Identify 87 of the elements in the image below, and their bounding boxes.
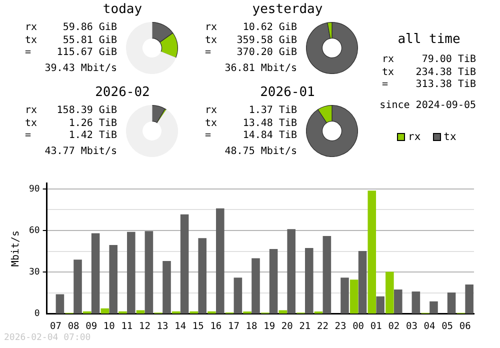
bar: [109, 245, 118, 314]
x-tick-label: 12: [139, 320, 150, 332]
text: rx 10.62 GiB: [205, 22, 297, 33]
bar: [127, 232, 136, 314]
text: = 313.38 TiB: [382, 79, 476, 90]
bar: [430, 301, 438, 314]
x-tick-label: 01: [370, 320, 382, 332]
x-tick-label: 19: [264, 320, 276, 332]
x-tick-label: 18: [246, 320, 258, 332]
bar: [394, 290, 402, 314]
text: tx 55.81 GiB: [25, 34, 117, 46]
chart-title: 2026-01: [259, 85, 316, 100]
bar: [252, 258, 260, 314]
text: tx 359.58 GiB: [205, 34, 297, 46]
x-tick-label: 08: [68, 320, 80, 332]
x-tick-label: 00: [352, 320, 364, 332]
bar: [358, 250, 367, 314]
bar: [91, 233, 100, 314]
bar: [162, 260, 171, 314]
text: tx 13.48 TiB: [205, 118, 297, 128]
x-tick-label: 07: [50, 320, 62, 332]
text: 36.81 Mbit/s: [224, 62, 297, 75]
x-tick-label: 10: [103, 320, 116, 332]
bar: [269, 249, 278, 314]
text: rx 59.86 GiB: [25, 22, 117, 33]
text: all time: [396, 32, 462, 47]
y-tick-label: 0: [34, 308, 40, 319]
text: = 1.42 TiB: [25, 130, 117, 141]
bar: [340, 278, 349, 314]
bar: [287, 229, 296, 314]
bar: [56, 294, 64, 314]
x-tick-label: 22: [316, 320, 328, 332]
x-tick-label: 20: [281, 320, 294, 332]
x-tick-label: 14: [174, 320, 186, 332]
x-tick-label: 05: [442, 320, 454, 332]
bar: [208, 311, 216, 314]
y-tick-label: 90: [28, 184, 40, 194]
chart-title: today: [102, 2, 144, 17]
text: tx 234.38 TiB: [382, 66, 476, 78]
x-tick-label: 09: [86, 320, 98, 332]
bar: [74, 260, 82, 314]
text: rx 1.37 TiB: [205, 105, 297, 116]
x-tick-label: 04: [424, 320, 436, 332]
chart-title: yesterday: [251, 2, 324, 17]
bar: [305, 248, 314, 314]
x-tick-label: 06: [459, 320, 472, 332]
x-tick-label: 02: [388, 320, 400, 332]
bar: [216, 208, 224, 314]
x-tick-label: 23: [334, 320, 346, 332]
bar: [118, 311, 127, 314]
text: 43.77 Mbit/s: [44, 146, 117, 158]
y-tick-label: 30: [28, 267, 40, 278]
y-tick-label: 60: [28, 226, 40, 236]
text: 39.43 Mbit/s: [44, 62, 117, 75]
text: since 2024-09-05: [380, 100, 476, 112]
text: 48.75 Mbit/s: [224, 146, 297, 158]
bar: [447, 292, 456, 314]
y-axis-title: Mbit/s: [10, 230, 22, 267]
bar: [386, 272, 394, 314]
x-tick-label: 16: [210, 320, 222, 332]
x-tick-label: 13: [156, 320, 168, 332]
text: tx 1.26 TiB: [25, 118, 117, 128]
text: rx 79.00 TiB: [382, 54, 476, 65]
bar: [180, 214, 189, 314]
text: rx 158.39 GiB: [25, 105, 117, 116]
legend-label: tx: [444, 131, 456, 143]
bar: [234, 278, 242, 314]
bar: [350, 280, 358, 314]
bar: [198, 238, 206, 314]
x-tick-label: 15: [192, 320, 204, 332]
text: = 14.84 TiB: [205, 130, 297, 141]
bar: [465, 284, 474, 314]
bar: [368, 190, 376, 314]
legend-label: rx: [408, 131, 421, 143]
text: = 115.67 GiB: [25, 47, 117, 58]
bar: [278, 310, 288, 314]
bar: [144, 231, 154, 314]
bar: [412, 291, 420, 314]
x-tick-label: 17: [228, 320, 240, 332]
text: = 370.20 GiB: [205, 47, 297, 58]
x-tick-label: 21: [299, 320, 311, 332]
x-tick-label: 03: [406, 320, 418, 332]
bar: [376, 296, 384, 314]
bar: [322, 236, 332, 314]
chart-title: 2026-02: [94, 85, 151, 100]
bar: [100, 308, 110, 314]
x-tick-label: 11: [121, 320, 133, 332]
